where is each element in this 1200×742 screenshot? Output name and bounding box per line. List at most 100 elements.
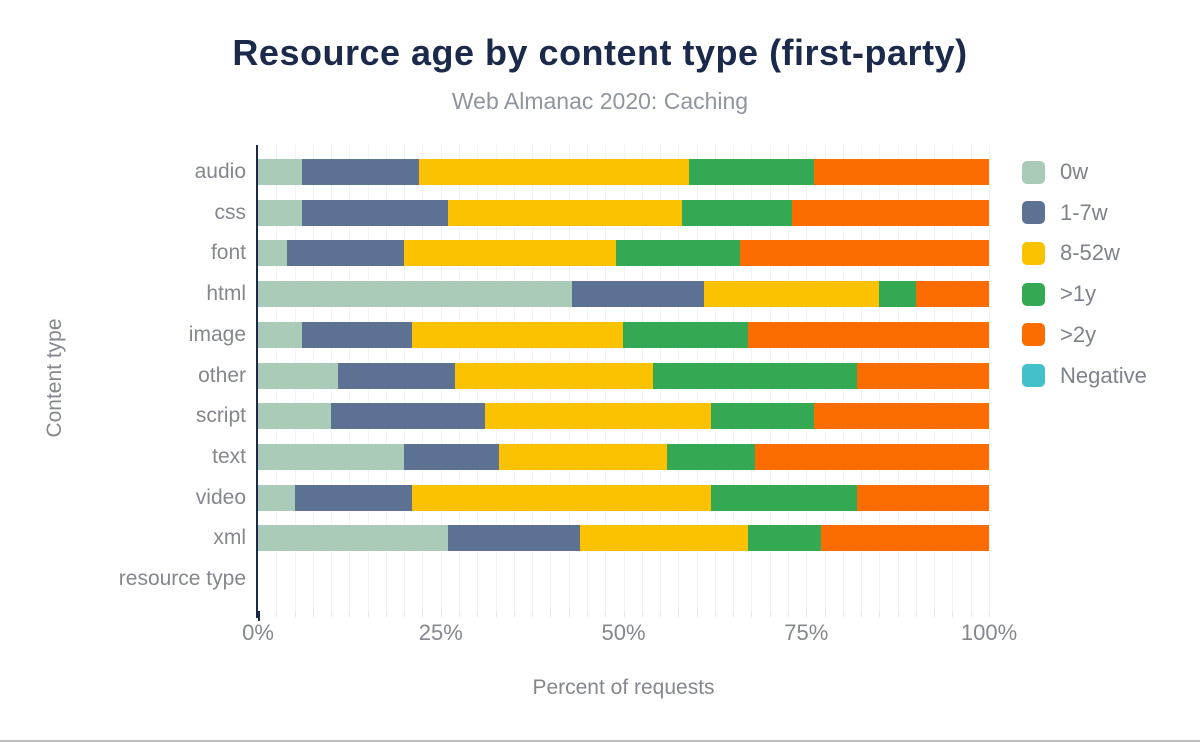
legend-label-0w: 0w — [1060, 159, 1089, 184]
bar-segment-xml->2y[interactable] — [820, 525, 989, 552]
bar-image — [258, 321, 989, 348]
legend-item-Negative[interactable]: Negative — [1022, 356, 1147, 396]
bar-segment-audio-0w[interactable] — [258, 159, 302, 185]
x-tick-label-0: 0% — [242, 620, 274, 645]
bar-segment-audio-1-7w[interactable] — [301, 159, 419, 185]
axis-origin-tick — [258, 611, 260, 621]
legend-item-0w[interactable]: 0w — [1022, 152, 1088, 192]
x-tick-label-50: 50% — [601, 620, 646, 645]
bar-segment-script->2y[interactable] — [813, 403, 989, 430]
bar-segment-font->1y[interactable] — [616, 240, 741, 267]
bar-font — [258, 240, 989, 267]
bar-segment-font->2y[interactable] — [740, 240, 989, 267]
bar-segment-image-1-7w[interactable] — [301, 321, 412, 348]
bar-segment-xml-1-7w[interactable] — [448, 525, 580, 552]
legend-swatch->2y — [1022, 323, 1045, 347]
bar-segment-script-0w[interactable] — [258, 403, 332, 430]
bar-segment-font-8-52w[interactable] — [404, 240, 617, 267]
bar-segment-image->2y[interactable] — [747, 321, 989, 348]
bar-segment-xml-8-52w[interactable] — [579, 525, 748, 552]
bar-segment-text-8-52w[interactable] — [499, 443, 668, 470]
minor-tick — [660, 611, 662, 617]
bar-segment-other-0w[interactable] — [258, 362, 339, 389]
bar-segment-text-1-7w[interactable] — [404, 443, 500, 470]
bar-segment-video->2y[interactable] — [857, 484, 989, 511]
bar-segment-html-0w[interactable] — [258, 281, 573, 308]
bar-segment-css-1-7w[interactable] — [301, 199, 449, 226]
legend-swatch->1y — [1022, 282, 1045, 306]
bar-segment-video-1-7w[interactable] — [294, 484, 412, 511]
row-label-other: other — [198, 363, 246, 387]
legend-item->1y[interactable]: >1y — [1022, 274, 1096, 314]
bar-segment-script->1y[interactable] — [711, 403, 814, 430]
bar-segment-text-0w[interactable] — [258, 443, 405, 470]
x-tick-label-75: 75% — [784, 620, 829, 645]
bar-segment-audio->1y[interactable] — [689, 159, 814, 185]
minor-tick — [824, 611, 826, 617]
row-label-font: font — [210, 241, 246, 265]
minor-tick — [623, 611, 625, 617]
legend-item-1-7w[interactable]: 1-7w — [1022, 193, 1108, 233]
minor-tick — [879, 611, 881, 617]
bar-segment-image-0w[interactable] — [258, 321, 302, 348]
bar-segment-text->1y[interactable] — [667, 443, 756, 470]
minor-tick — [970, 611, 972, 617]
bar-segment-video-8-52w[interactable] — [411, 484, 712, 511]
x-tick-label-100: 100% — [960, 620, 1018, 645]
minor-tick — [696, 611, 698, 617]
bar-segment-audio->2y[interactable] — [813, 159, 989, 185]
bar-segment-video->1y[interactable] — [711, 484, 858, 511]
bar-segment-css->2y[interactable] — [791, 199, 989, 226]
minor-tick — [495, 611, 497, 617]
legend-swatch-8-52w — [1022, 241, 1045, 265]
bar-css — [258, 199, 989, 226]
bar-segment-html->2y[interactable] — [915, 281, 989, 308]
row-label-video: video — [195, 485, 246, 509]
bar-segment-font-0w[interactable] — [258, 240, 288, 267]
bar-segment-other-8-52w[interactable] — [455, 362, 653, 389]
bar-segment-html->1y[interactable] — [879, 281, 916, 308]
bar-segment-xml->1y[interactable] — [747, 525, 821, 552]
bar-segment-audio-8-52w[interactable] — [418, 159, 690, 185]
bar-segment-image->1y[interactable] — [623, 321, 748, 348]
row-label-audio: audio — [194, 160, 246, 183]
gridline — [989, 145, 990, 611]
minor-tick — [586, 611, 588, 617]
bar-segment-video-0w[interactable] — [258, 484, 295, 511]
minor-tick — [733, 611, 735, 617]
bar-resource-type — [258, 566, 989, 592]
bar-segment-xml-0w[interactable] — [258, 525, 449, 552]
bar-segment-other->2y[interactable] — [857, 362, 989, 389]
bar-segment-css-0w[interactable] — [258, 199, 302, 226]
x-tick-label-25: 25% — [418, 620, 463, 645]
bar-segment-html-1-7w[interactable] — [572, 281, 704, 308]
minor-tick — [678, 611, 680, 617]
minor-tick — [331, 611, 333, 617]
bar-text — [258, 443, 989, 470]
bar-segment-css->1y[interactable] — [681, 199, 792, 226]
minor-tick — [312, 611, 314, 617]
minor-tick — [806, 611, 808, 617]
row-label-html: html — [206, 282, 246, 306]
minor-tick — [989, 611, 990, 617]
minor-tick — [532, 611, 534, 617]
chart-subtitle: Web Almanac 2020: Caching — [451, 88, 749, 114]
row-label-resource-type: resource type — [118, 567, 246, 590]
minor-tick — [769, 611, 771, 617]
legend-item-8-52w[interactable]: 8-52w — [1022, 233, 1120, 273]
bar-segment-css-8-52w[interactable] — [448, 199, 682, 226]
bar-segment-other-1-7w[interactable] — [338, 362, 456, 389]
minor-tick — [915, 611, 917, 617]
bar-segment-text->2y[interactable] — [755, 443, 989, 470]
bar-segment-html-8-52w[interactable] — [703, 281, 880, 308]
bar-other — [258, 362, 989, 389]
minor-tick — [477, 611, 479, 617]
bar-segment-script-8-52w[interactable] — [484, 403, 712, 430]
legend-item->2y[interactable]: >2y — [1022, 315, 1096, 355]
minor-tick — [751, 611, 753, 617]
bar-segment-script-1-7w[interactable] — [331, 403, 485, 430]
minor-tick — [276, 611, 278, 617]
bar-segment-image-8-52w[interactable] — [411, 321, 624, 348]
bar-segment-font-1-7w[interactable] — [287, 240, 405, 267]
bar-segment-other->1y[interactable] — [652, 362, 858, 389]
